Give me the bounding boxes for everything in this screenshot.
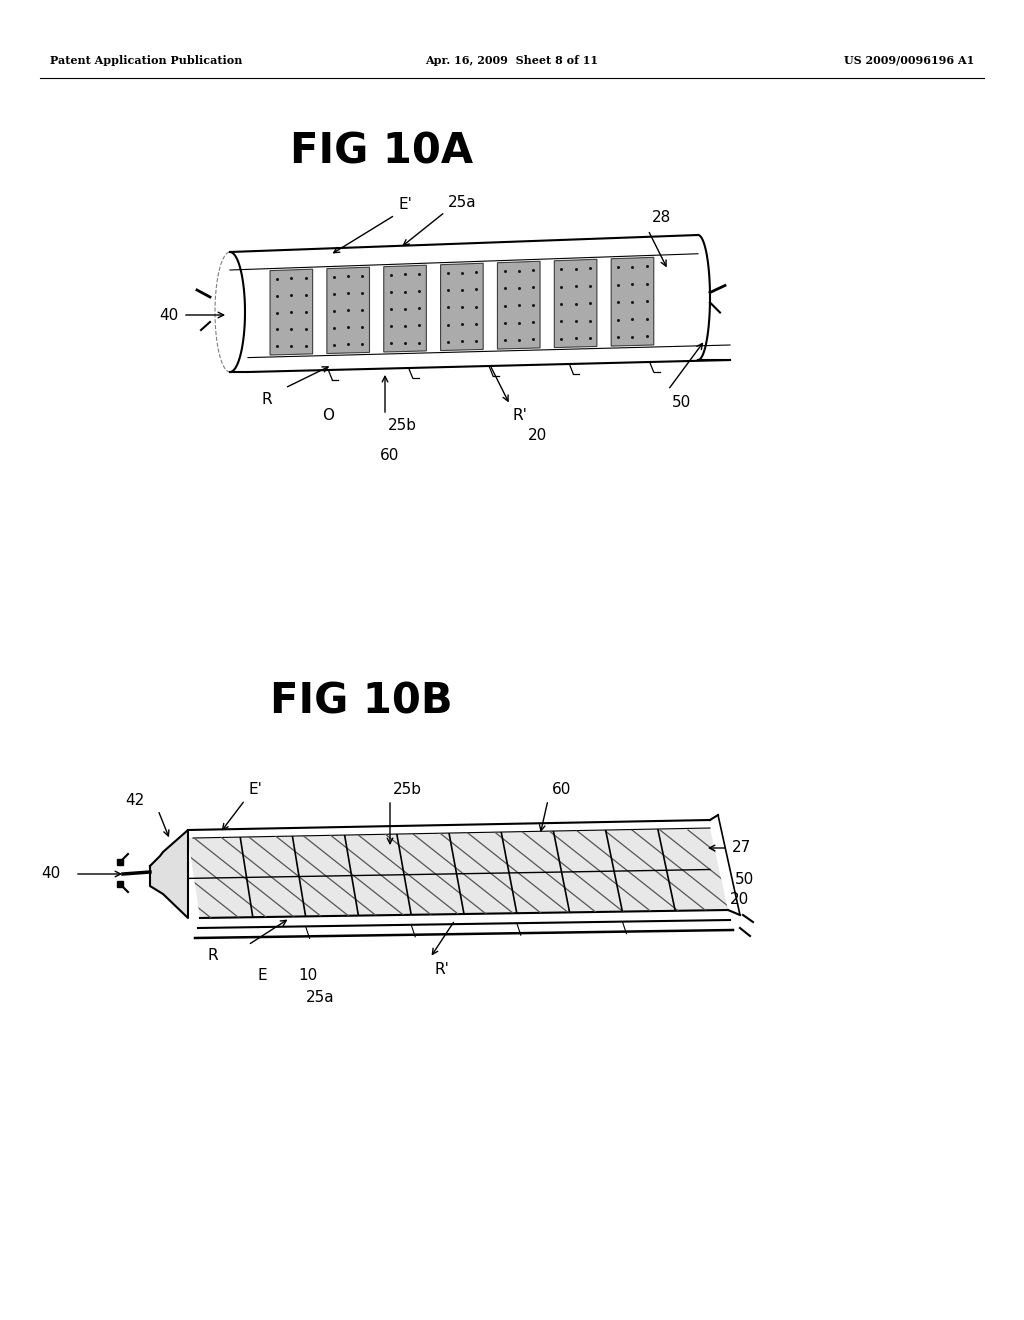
Text: E': E' (248, 781, 262, 797)
Text: 28: 28 (652, 210, 672, 224)
Polygon shape (440, 263, 483, 351)
Text: US 2009/0096196 A1: US 2009/0096196 A1 (844, 54, 974, 66)
Text: O: O (322, 408, 334, 422)
Text: 60: 60 (380, 447, 399, 463)
Text: 20: 20 (730, 892, 750, 908)
Text: FIG 10B: FIG 10B (270, 680, 453, 722)
Text: 42: 42 (126, 793, 145, 808)
Text: 50: 50 (672, 395, 691, 411)
Text: FIG 10A: FIG 10A (290, 129, 473, 172)
Text: R: R (208, 948, 218, 964)
Text: R: R (261, 392, 272, 407)
Polygon shape (150, 830, 188, 917)
Text: 40: 40 (41, 866, 60, 882)
Polygon shape (327, 267, 370, 354)
Text: E': E' (398, 197, 412, 213)
Text: 40: 40 (159, 308, 178, 322)
Text: 60: 60 (552, 781, 571, 797)
Text: 20: 20 (528, 428, 547, 444)
Text: 10: 10 (298, 968, 317, 983)
Polygon shape (384, 265, 426, 352)
Text: E: E (257, 968, 267, 983)
Text: 27: 27 (732, 841, 752, 855)
Text: Patent Application Publication: Patent Application Publication (50, 54, 243, 66)
Polygon shape (270, 269, 312, 355)
Polygon shape (498, 261, 540, 348)
Text: Apr. 16, 2009  Sheet 8 of 11: Apr. 16, 2009 Sheet 8 of 11 (426, 54, 598, 66)
Polygon shape (554, 259, 597, 347)
Polygon shape (188, 828, 728, 917)
Text: R': R' (512, 408, 527, 422)
Text: 25b: 25b (388, 418, 417, 433)
Text: 50: 50 (735, 873, 755, 887)
Polygon shape (611, 257, 653, 346)
Text: R': R' (435, 962, 450, 977)
Text: 25a: 25a (449, 195, 476, 210)
Text: 25b: 25b (393, 781, 422, 797)
Text: 25a: 25a (306, 990, 334, 1005)
